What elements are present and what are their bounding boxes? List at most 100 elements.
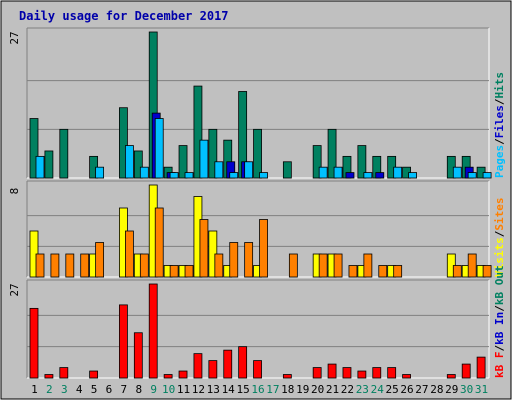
bar-kb-f-day-24 bbox=[372, 367, 382, 379]
bar-kb-f-day-29 bbox=[446, 374, 456, 379]
day-label-4: 4 bbox=[76, 383, 83, 396]
bar-sites-day-7 bbox=[125, 230, 134, 278]
day-label-2: 2 bbox=[46, 383, 53, 396]
bar-sites-day-10 bbox=[169, 265, 179, 278]
bar-pages-day-25 bbox=[393, 166, 403, 179]
day-label-19: 19 bbox=[296, 383, 309, 396]
day-label-23: 23 bbox=[356, 383, 369, 396]
bar-pages-day-14 bbox=[229, 172, 239, 179]
bar-sites-day-11 bbox=[184, 265, 194, 278]
day-label-13: 13 bbox=[207, 383, 220, 396]
bar-hits-day-8 bbox=[133, 150, 143, 179]
legend-entry: / bbox=[493, 98, 506, 105]
bar-pages-day-11 bbox=[184, 172, 194, 179]
legend-entry: kB In bbox=[493, 312, 506, 345]
bar-sites-day-20 bbox=[318, 253, 328, 278]
bar-sites-day-31 bbox=[482, 265, 492, 278]
panel-legend: kB F/kB In/kB Out bbox=[493, 265, 506, 378]
bar-hits-day-21 bbox=[327, 128, 337, 179]
bar-hits-day-3 bbox=[59, 128, 69, 179]
bar-kb-f-day-21 bbox=[327, 363, 337, 379]
bar-sites-day-9 bbox=[154, 207, 164, 278]
bar-pages-day-10 bbox=[169, 172, 179, 179]
bar-kb-f-day-3 bbox=[59, 367, 69, 379]
day-label-30: 30 bbox=[460, 383, 473, 396]
bar-pages-day-9 bbox=[154, 118, 164, 179]
bar-pages-day-1 bbox=[35, 155, 45, 179]
day-label-5: 5 bbox=[91, 383, 98, 396]
bar-hits-day-12 bbox=[193, 85, 203, 179]
day-label-25: 25 bbox=[386, 383, 399, 396]
bar-sites-day-14 bbox=[229, 242, 239, 278]
bar-hits-day-13 bbox=[208, 128, 218, 179]
bar-kb-f-day-13 bbox=[208, 360, 218, 379]
bar-kb-f-day-5 bbox=[89, 370, 99, 379]
bar-pages-day-8 bbox=[139, 166, 149, 179]
bar-hits-day-23 bbox=[357, 145, 367, 179]
day-label-9: 9 bbox=[150, 383, 157, 396]
bar-sites-day-16 bbox=[259, 219, 268, 278]
day-label-28: 28 bbox=[430, 383, 443, 396]
bar-sites-day-24 bbox=[378, 265, 388, 278]
day-label-1: 1 bbox=[31, 383, 38, 396]
legend-entry: / bbox=[493, 345, 506, 352]
bar-kb-f-day-20 bbox=[312, 367, 322, 379]
bar-kb-f-day-26 bbox=[402, 374, 411, 379]
bar-kb-f-day-1 bbox=[29, 307, 39, 379]
day-label-21: 21 bbox=[326, 383, 339, 396]
day-label-15: 15 bbox=[236, 383, 249, 396]
day-label-14: 14 bbox=[222, 383, 236, 396]
chart-panel-3: 27 kB F/kB In/kB Out bbox=[8, 265, 506, 379]
y-max-label: 27 bbox=[8, 283, 21, 296]
bar-kb-f-day-10 bbox=[163, 374, 173, 379]
bar-sites-day-23 bbox=[363, 253, 373, 278]
y-max-label: 8 bbox=[8, 188, 21, 195]
bar-sites-day-30 bbox=[467, 253, 477, 278]
day-label-26: 26 bbox=[400, 383, 413, 396]
legend-entry: Pages bbox=[493, 145, 506, 178]
bar-hits-day-11 bbox=[178, 145, 188, 179]
bar-pages-day-29 bbox=[452, 166, 462, 179]
day-label-16: 16 bbox=[251, 383, 264, 396]
legend-entry: / bbox=[493, 138, 506, 145]
bar-sites-day-15 bbox=[244, 242, 254, 278]
day-label-22: 22 bbox=[341, 383, 354, 396]
bar-pages-day-16 bbox=[259, 172, 268, 179]
day-label-6: 6 bbox=[106, 383, 113, 396]
day-label-24: 24 bbox=[371, 383, 385, 396]
bar-kb-f-day-30 bbox=[461, 363, 471, 379]
bar-pages-day-13 bbox=[214, 161, 224, 179]
day-label-18: 18 bbox=[281, 383, 294, 396]
day-label-10: 10 bbox=[162, 383, 175, 396]
bar-hits-day-2 bbox=[44, 150, 54, 179]
bar-sites-day-8 bbox=[139, 253, 149, 278]
bar-sites-day-13 bbox=[214, 253, 224, 278]
day-axis-labels: 1 2 3 4 5 6 7 8 9 10 11 12 13 14 15 16 17 18 19 20 21 22 23 24 2… bbox=[31, 383, 488, 396]
day-label-7: 7 bbox=[121, 383, 128, 396]
bar-pages-day-20 bbox=[318, 166, 328, 179]
chart-panel-2: 8 Visits/Sites bbox=[8, 180, 506, 278]
bar-hits-day-16 bbox=[253, 128, 262, 179]
bar-kb-f-day-15 bbox=[238, 346, 248, 379]
bar-kb-f-day-22 bbox=[342, 367, 352, 379]
bar-kb-f-day-23 bbox=[357, 370, 367, 379]
legend-entry: / bbox=[493, 230, 506, 237]
bar-pages-day-12 bbox=[199, 139, 209, 179]
day-label-3: 3 bbox=[61, 383, 68, 396]
bar-pages-day-7 bbox=[125, 145, 134, 179]
legend-entry: / bbox=[493, 305, 506, 312]
bar-kb-f-day-7 bbox=[119, 304, 128, 379]
bar-kb-f-day-8 bbox=[133, 332, 143, 379]
bar-kb-f-day-11 bbox=[178, 370, 188, 379]
panel-legend: Pages/Files/Hits bbox=[493, 72, 506, 178]
bar-kb-f-day-2 bbox=[44, 374, 54, 379]
bar-sites-day-1 bbox=[35, 253, 45, 278]
day-label-29: 29 bbox=[445, 383, 458, 396]
day-label-20: 20 bbox=[311, 383, 324, 396]
bar-kb-f-day-16 bbox=[253, 360, 262, 379]
day-label-11: 11 bbox=[177, 383, 190, 396]
bar-kb-f-day-25 bbox=[387, 367, 397, 379]
bar-pages-day-21 bbox=[333, 166, 343, 179]
bar-pages-day-30 bbox=[467, 172, 477, 179]
